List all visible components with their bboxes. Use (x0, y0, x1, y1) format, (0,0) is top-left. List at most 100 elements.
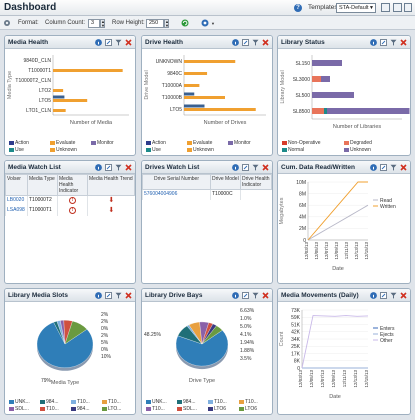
filter-icon[interactable] (252, 164, 259, 171)
export-icon[interactable] (105, 292, 112, 299)
close-icon[interactable] (400, 39, 407, 46)
y-tick-label: 6M (299, 203, 306, 209)
legend-swatch (50, 147, 55, 152)
y-tick-label: SL8500 (293, 109, 310, 115)
column-header[interactable]: Media Type (27, 174, 58, 196)
row-height-input[interactable]: 250 (146, 19, 164, 28)
filter-icon-shape (390, 292, 397, 299)
add-widget-icon[interactable] (201, 19, 209, 27)
filter-icon[interactable] (390, 39, 397, 46)
legend-label: Unknown (56, 147, 77, 153)
info-icon[interactable] (95, 164, 102, 171)
table-row[interactable]: LB0020 T10000T2 ! ⬇ (5, 195, 135, 206)
x-tick-label: 12/13/13 (354, 242, 359, 260)
legend-swatch (146, 147, 151, 152)
refresh-icon[interactable] (181, 19, 189, 27)
help-icon[interactable]: ? (294, 4, 302, 12)
gear-icon[interactable] (3, 19, 11, 27)
export-icon[interactable] (105, 39, 112, 46)
y-axis-label: Library Model (280, 70, 286, 103)
close-icon[interactable] (262, 39, 269, 46)
media-health-panel: Media Health 9840D_CLN T10000T1 T10000T2_C… (4, 35, 136, 156)
data-label: 2% (101, 312, 109, 318)
close-icon[interactable] (262, 292, 269, 299)
legend-swatch (71, 399, 76, 404)
legend-label: Other (380, 338, 393, 344)
legend-label: T10... (214, 399, 227, 405)
column-header[interactable]: Drive Serial Number (142, 174, 211, 190)
y-tick-label: 9840C (167, 71, 182, 77)
close-icon[interactable] (125, 292, 132, 299)
legend-item: Use (9, 147, 24, 153)
info-icon[interactable] (95, 39, 102, 46)
legend-item: T10... (146, 406, 165, 412)
filter-icon-shape (115, 39, 122, 46)
manage-templates-icon[interactable] (393, 3, 402, 12)
y-tick-label: LTO1_CLN (26, 108, 51, 114)
save-template-icon[interactable] (381, 3, 390, 12)
pie-slice (201, 325, 223, 345)
chevron-down-icon[interactable]: ▼ (211, 21, 215, 26)
print-icon[interactable] (404, 3, 412, 12)
export-icon[interactable] (380, 164, 387, 171)
export-icon[interactable] (380, 39, 387, 46)
close-icon-shape (400, 39, 407, 46)
export-icon-arrow (106, 40, 111, 45)
filter-icon[interactable] (390, 292, 397, 299)
column-count-label: Column Count: (45, 20, 86, 26)
export-icon-arrow (106, 165, 111, 170)
y-tick-label: SL500 (296, 93, 311, 99)
volser-cell[interactable]: LSA098 (5, 205, 28, 216)
y-tick-label: T10000B (162, 95, 183, 101)
filter-icon[interactable] (115, 292, 122, 299)
filter-icon[interactable] (115, 39, 122, 46)
export-icon[interactable] (242, 164, 249, 171)
data-label: 5% (101, 340, 109, 346)
template-select[interactable]: STA-Default ▼ (336, 3, 376, 13)
filter-icon[interactable] (390, 164, 397, 171)
column-header[interactable]: Media Health Trend (87, 174, 135, 196)
info-icon[interactable] (232, 39, 239, 46)
legend-label: UNK... (15, 399, 30, 405)
info-icon[interactable] (370, 39, 377, 46)
info-icon[interactable] (370, 292, 377, 299)
export-icon[interactable] (242, 39, 249, 46)
table-row[interactable]: 576004004906 T10000C (142, 189, 272, 200)
info-icon[interactable] (370, 164, 377, 171)
export-icon[interactable] (105, 164, 112, 171)
column-count-stepper[interactable]: ▲ ▼ (100, 19, 105, 28)
info-icon[interactable] (95, 292, 102, 299)
info-icon-glyph (98, 41, 99, 45)
export-icon[interactable] (380, 292, 387, 299)
close-icon[interactable] (400, 164, 407, 171)
volser-cell[interactable]: LB0020 (5, 195, 28, 206)
export-icon[interactable] (242, 292, 249, 299)
column-header[interactable]: Media Health Indicator (57, 174, 88, 196)
legend-item: Evaluate (187, 140, 212, 146)
data-label: 48.25% (144, 332, 162, 338)
close-icon[interactable] (125, 39, 132, 46)
legend-label: Use (152, 147, 161, 153)
row-height-stepper[interactable]: ▲ ▼ (164, 19, 169, 28)
table-row[interactable]: LSA098 T10000T1 ! ⬇ (5, 205, 135, 216)
close-icon[interactable] (262, 164, 269, 171)
export-icon-arrow (381, 40, 386, 45)
column-header[interactable]: Drive Model (210, 174, 241, 190)
template-select-value: STA-Default (339, 5, 369, 11)
drive-bays-pie: Drive Type 48.25% 6.63% 1.0% 5.0% 4.1% 1.94% 1.… (144, 308, 255, 384)
legend-swatch (9, 406, 14, 411)
close-icon[interactable] (125, 164, 132, 171)
column-count-input[interactable]: 3 (88, 19, 100, 28)
column-header[interactable]: Drive Health Indicator (240, 174, 272, 190)
close-icon[interactable] (400, 292, 407, 299)
filter-icon[interactable] (252, 39, 259, 46)
filter-icon[interactable] (115, 164, 122, 171)
info-icon[interactable] (232, 292, 239, 299)
drive-serial-cell[interactable]: 576004004906 (142, 189, 211, 200)
info-icon[interactable] (232, 164, 239, 171)
column-header[interactable]: Volser (5, 174, 28, 196)
row-height-label: Row Height: (112, 20, 145, 26)
legend-item: 984... (71, 406, 90, 412)
x-axis-label: Drive Type (189, 378, 215, 384)
filter-icon[interactable] (252, 292, 259, 299)
